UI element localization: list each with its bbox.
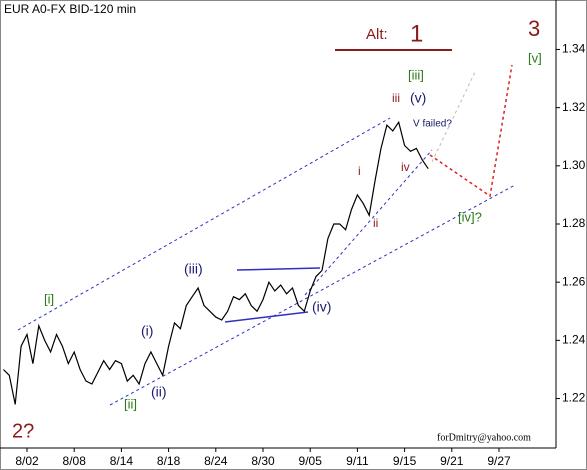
annotation: [i]	[44, 291, 54, 306]
annotation: iii	[392, 91, 400, 105]
annotation: iv	[401, 160, 410, 174]
annotation: (iv)	[312, 299, 331, 315]
y-tick-label: 1.22	[562, 391, 586, 405]
upper-channel	[17, 117, 391, 331]
annotation: (ii)	[151, 384, 167, 400]
price-line	[2, 120, 429, 405]
x-tick-label: 8/08	[63, 454, 87, 468]
lower-channel	[109, 184, 516, 406]
annotation: [ii]	[124, 396, 137, 411]
x-tick-label: 8/14	[110, 454, 134, 468]
x-tick-label: 9/27	[487, 454, 511, 468]
annotation: (iii)	[184, 261, 203, 277]
annotation: [v]	[528, 50, 542, 65]
x-tick-label: 9/21	[440, 454, 464, 468]
x-tick-label: 9/11	[346, 454, 369, 468]
x-tick-label: 8/24	[204, 454, 228, 468]
annotation: forDmitry@yahoo.com	[437, 432, 531, 443]
x-tick-label: 8/02	[15, 454, 39, 468]
annotation: (v)	[410, 90, 426, 106]
annotation: 2?	[12, 420, 34, 442]
y-tick-label: 1.28	[562, 216, 586, 230]
x-tick-label: 9/05	[299, 454, 323, 468]
annotation: ii	[373, 216, 378, 230]
y-tick-label: 1.26	[562, 274, 586, 288]
annotation: 1	[410, 20, 423, 47]
projection-gray	[431, 71, 476, 163]
y-tick-label: 1.32	[562, 100, 586, 114]
guides	[17, 49, 516, 406]
annotation: i	[358, 164, 361, 178]
inner-channel	[304, 149, 433, 296]
annotation: 3	[528, 16, 540, 41]
projection-red	[429, 64, 513, 198]
annotation: [iv]?	[458, 209, 482, 224]
y-tick-label: 1.30	[562, 158, 586, 172]
annotation: Alt:	[366, 26, 388, 43]
triangle-bottom	[224, 311, 309, 323]
y-tick-label: 1.24	[562, 333, 586, 347]
x-tick-label: 8/30	[251, 454, 275, 468]
y-tick-label: 1.34	[562, 42, 586, 56]
chart-title: EUR A0-FX BID-120 min	[4, 2, 136, 16]
annotation: (i)	[141, 323, 153, 339]
x-tick-label: 9/15	[393, 454, 417, 468]
triangle-top	[236, 267, 321, 271]
annotation: [iii]	[408, 67, 424, 82]
annotation: V failed?	[413, 119, 452, 130]
x-tick-label: 8/18	[157, 454, 181, 468]
